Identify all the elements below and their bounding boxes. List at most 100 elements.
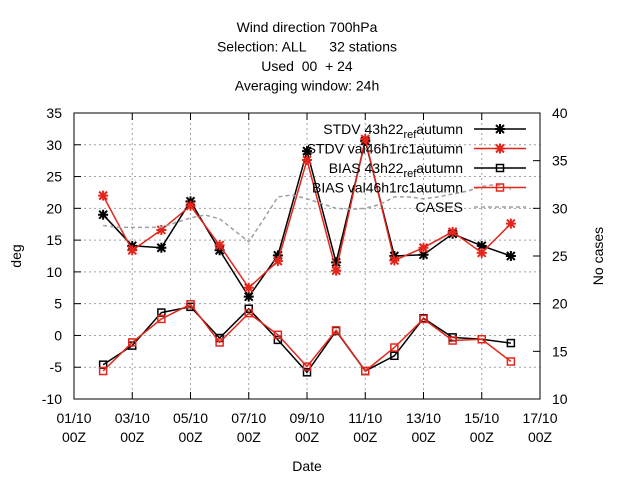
x-tick-label: 09/10: [289, 410, 324, 426]
data-point: [505, 218, 516, 229]
data-point: [418, 242, 429, 253]
data-point: [389, 255, 400, 266]
data-point: [419, 314, 428, 324]
x-tick-label: 01/10: [56, 410, 91, 426]
y-tick-label: -10: [42, 391, 62, 407]
data-point: [273, 330, 283, 340]
data-point: [331, 265, 342, 276]
legend-label: BIAS val46h1rc1autumn: [312, 180, 463, 196]
y2-axis-label: No cases: [590, 227, 606, 285]
y-tick-label: 35: [46, 105, 62, 121]
data-point: [128, 338, 137, 347]
data-point: [505, 251, 516, 261]
legend-key-marker: [495, 183, 505, 192]
series-line: [102, 305, 511, 374]
data-point: [477, 335, 486, 344]
series-4: [103, 183, 512, 243]
y-tick-label: 15: [46, 232, 62, 248]
data-point: [506, 357, 516, 366]
cases-line: [103, 183, 512, 243]
y2-tick-label: 15: [552, 343, 568, 359]
chart-title: Wind direction 700hPa Selection: ALL 32 s…: [217, 19, 397, 94]
x-tick-label-hour: 00Z: [353, 429, 378, 445]
data-point: [361, 366, 370, 376]
legend-key-marker: [495, 124, 505, 134]
data-point: [244, 308, 253, 318]
y-tick-label: -5: [50, 359, 63, 375]
legend-label-tail: autumn: [416, 121, 463, 137]
series-line: [102, 303, 512, 373]
x-tick-label-hour: 00Z: [470, 429, 495, 445]
data-point: [331, 257, 342, 268]
data-point: [185, 200, 196, 211]
legend-label: BIAS 43h22refautumn: [329, 160, 463, 180]
legend-label: STDV val46h1rc1autumn: [307, 141, 463, 157]
data-point: [214, 245, 225, 256]
x-tick-label: 17/10: [522, 410, 557, 426]
legend-label-main: BIAS 43h22: [329, 160, 404, 176]
x-tick-label-hour: 00Z: [528, 429, 553, 445]
y-tick-label: 10: [46, 264, 62, 280]
data-point: [156, 224, 167, 235]
x-tick-label-hour: 00Z: [411, 429, 436, 445]
legend-label-tail: autumn: [416, 180, 463, 196]
legend-label: CASES: [416, 199, 463, 215]
x-tick-label: 07/10: [231, 410, 266, 426]
legend-label: STDV 43h22refautumn: [323, 121, 463, 141]
legend-label-main: CASES: [416, 199, 463, 215]
data-point: [302, 368, 312, 377]
data-point: [98, 366, 108, 376]
data-point: [360, 134, 371, 145]
legend-label-main: STDV val46h1rc1: [307, 141, 417, 157]
data-point: [390, 351, 399, 361]
x-tick-label: 11/10: [348, 410, 382, 426]
x-tick-label-hour: 00Z: [120, 429, 145, 445]
data-point: [157, 314, 166, 324]
data-point: [302, 146, 312, 157]
x-tick-label: 13/10: [406, 410, 441, 426]
y-tick-label: 5: [54, 296, 62, 312]
data-point: [476, 247, 487, 258]
y-tick-label: 25: [46, 169, 62, 185]
legend-key-marker: [495, 163, 505, 173]
legend-key-marker: [495, 143, 505, 154]
data-point: [302, 362, 312, 371]
data-point: [447, 226, 458, 237]
data-point: [331, 326, 341, 335]
title-line: Wind direction 700hPa: [237, 19, 378, 35]
data-point: [272, 250, 283, 261]
x-axis: 01/10 00Z 03/10 00Z 05/10 00Z 07/10 00Z 09/10 00Z…: [56, 113, 558, 445]
series-3: [98, 300, 516, 376]
series-1: [98, 134, 516, 293]
data-point: [156, 242, 167, 253]
data-point: [272, 256, 283, 267]
legend-label-tail: autumn: [416, 160, 463, 176]
x-tick-label-hour: 00Z: [237, 429, 262, 445]
legend-label-sub: ref: [403, 168, 417, 180]
data-point: [186, 300, 195, 309]
y-axis: -10 -5 0 5 10 15 20 25 30 35: [42, 105, 81, 407]
y-tick-label: 0: [54, 327, 62, 343]
x-tick-label: 05/10: [173, 410, 208, 426]
y-axis-label: deg: [8, 244, 24, 267]
title-line: Averaging window: 24h: [235, 78, 380, 94]
legend-label-tail: autumn: [416, 141, 463, 157]
data-point: [98, 209, 109, 220]
data-point: [448, 336, 457, 345]
y2-tick-label: 35: [552, 153, 568, 169]
data-point: [243, 282, 254, 293]
series-2: [98, 302, 516, 377]
y-tick-label: 20: [46, 200, 62, 216]
legend-label-main: BIAS val46h1rc1: [312, 180, 416, 196]
data-point: [98, 190, 109, 201]
legend-label-sub: ref: [403, 129, 417, 141]
y-tick-label: 30: [46, 137, 62, 153]
x-tick-label-hour: 00Z: [62, 429, 87, 445]
x-tick-label-hour: 00Z: [295, 429, 320, 445]
data-point: [390, 343, 399, 352]
data-point: [476, 240, 487, 251]
x-tick-label: 03/10: [115, 410, 150, 426]
legend-label-main: STDV 43h22: [323, 121, 403, 137]
